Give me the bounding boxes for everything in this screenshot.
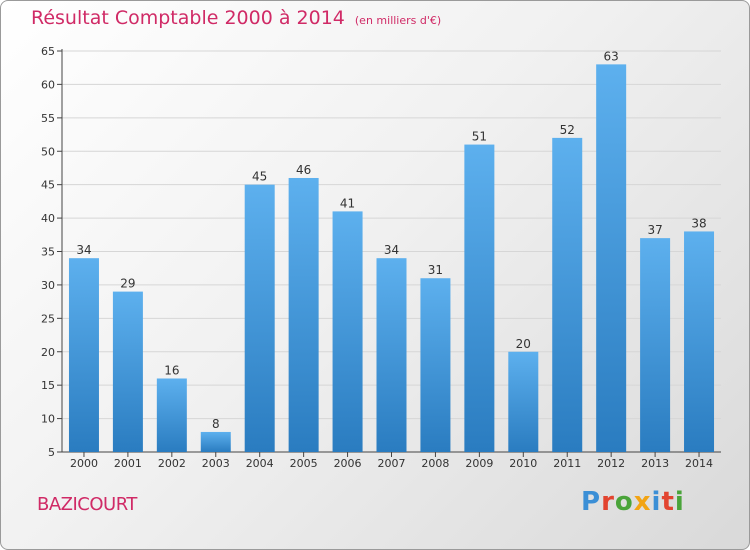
bar-2002 <box>156 378 187 452</box>
value-label: 34 <box>384 243 399 257</box>
y-tick-label: 50 <box>41 145 55 158</box>
y-tick-label: 15 <box>41 379 55 392</box>
value-label: 20 <box>516 337 531 351</box>
y-tick-label: 10 <box>41 413 55 426</box>
bar-2011 <box>552 137 583 452</box>
y-tick-label: 55 <box>41 112 55 125</box>
value-label: 51 <box>472 130 487 144</box>
bars: 34 29 16 8 45 46 41 34 31 51 20 52 63 37 38 <box>68 49 715 453</box>
place-name: BAZICOURT <box>37 494 137 515</box>
bar-2001 <box>112 291 143 452</box>
value-label: 8 <box>212 417 220 431</box>
bar-2006 <box>332 211 363 452</box>
y-tick-label: 60 <box>41 78 55 91</box>
y-tick-label: 20 <box>41 346 55 359</box>
x-tick-label: 2003 <box>202 457 230 470</box>
logo-letter: P <box>581 487 602 517</box>
bar-2014 <box>684 231 715 452</box>
x-tick-label: 2007 <box>378 457 406 470</box>
y-tick-label: 45 <box>41 179 55 192</box>
bar-2012 <box>596 64 627 452</box>
bar-2010 <box>508 351 539 452</box>
x-tick-label: 2010 <box>509 457 537 470</box>
x-tick-label: 2008 <box>421 457 449 470</box>
value-label: 38 <box>691 216 706 230</box>
bar-2003 <box>200 431 231 452</box>
bar-2009 <box>464 144 495 453</box>
axes: 5 10 15 20 25 30 35 40 45 50 55 60 65 2000 2001 2002 200… <box>41 45 721 470</box>
value-label: 29 <box>120 277 135 291</box>
chart-subtitle: (en milliers d'€) <box>354 14 442 27</box>
bar-2013 <box>640 238 671 452</box>
value-label: 16 <box>164 363 179 377</box>
bar-2000 <box>68 258 99 452</box>
value-label: 46 <box>296 163 311 177</box>
value-label: 45 <box>252 170 267 184</box>
x-tick-label: 2001 <box>114 457 142 470</box>
value-label: 37 <box>647 223 662 237</box>
value-label: 52 <box>560 123 575 137</box>
logo-letter: i <box>674 487 685 517</box>
y-tick-label: 25 <box>41 312 55 325</box>
chart-title-text: Résultat Comptable 2000 à 2014 <box>31 7 345 29</box>
x-tick-label: 2004 <box>246 457 274 470</box>
x-tick-label: 2009 <box>465 457 493 470</box>
logo-letter: x <box>633 487 652 517</box>
x-tick-label: 2005 <box>290 457 318 470</box>
x-tick-label: 2013 <box>641 457 669 470</box>
value-label: 63 <box>604 49 619 63</box>
logo-letter: t <box>661 487 675 517</box>
bar-2007 <box>376 258 407 452</box>
y-tick-label: 5 <box>48 446 55 459</box>
x-tick-label: 2014 <box>685 457 713 470</box>
chart-title: Résultat Comptable 2000 à 2014 (en millie… <box>31 7 441 29</box>
x-tick-label: 2000 <box>70 457 98 470</box>
x-tick-label: 2002 <box>158 457 186 470</box>
bar-2005 <box>288 177 319 452</box>
logo-letter: i <box>651 487 662 517</box>
value-label: 41 <box>340 196 355 210</box>
y-tick-label: 30 <box>41 279 55 292</box>
logo-letter: o <box>614 487 634 517</box>
proxiti-logo: Proxiti <box>581 487 685 517</box>
x-tick-label: 2012 <box>597 457 625 470</box>
y-tick-label: 40 <box>41 212 55 225</box>
logo-letter: r <box>601 487 615 517</box>
x-tick-label: 2006 <box>334 457 362 470</box>
value-label: 34 <box>76 243 91 257</box>
y-tick-label: 65 <box>41 45 55 58</box>
bar-2008 <box>420 278 451 452</box>
bar-2004 <box>244 184 275 452</box>
x-tick-label: 2011 <box>553 457 581 470</box>
value-label: 31 <box>428 263 443 277</box>
y-tick-label: 35 <box>41 246 55 259</box>
